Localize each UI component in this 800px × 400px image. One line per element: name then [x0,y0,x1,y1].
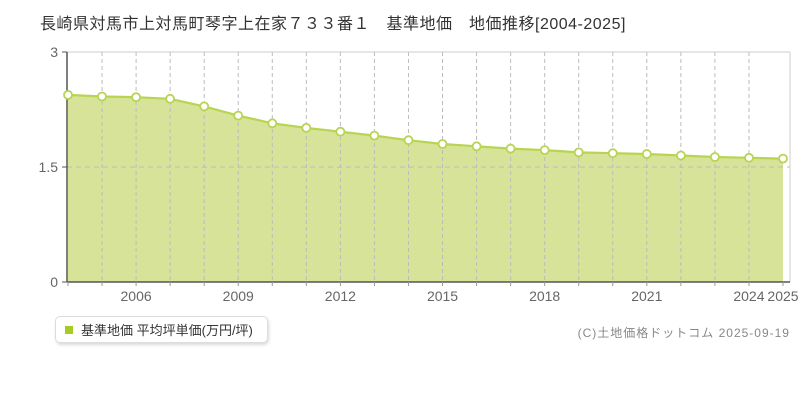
trend-line [67,93,784,160]
data-point-marker [744,152,754,163]
data-point-marker [199,101,210,112]
data-point-marker [710,152,720,162]
y-tick-label: 1.5 [39,159,59,175]
x-tick-label: 2006 [121,288,152,304]
data-point-marker [437,139,448,149]
copyright-text: (C)土地価格ドットコム 2025-09-19 [577,326,790,340]
data-point-marker [369,130,380,141]
data-point-marker [539,145,550,156]
data-point-marker [165,93,176,104]
legend: 基準地価 平均坪単価(万円/坪) [55,316,268,343]
data-point-marker [97,91,107,102]
data-point-marker [505,143,516,154]
data-point-marker [607,148,618,159]
area-fill [68,94,783,283]
data-point-marker [233,110,244,121]
page-title: 長崎県対馬市上対馬町琴字上在家７３３番１ 基準地価 地価推移[2004-2025… [40,16,626,33]
legend-square-marker-icon [65,325,73,334]
data-point-marker [641,149,652,159]
data-point-marker [778,153,788,164]
data-point-marker [267,118,278,129]
data-point-marker [403,135,414,146]
y-tick-label: 0 [50,274,58,290]
price-trend-area-chart: 3 1.5 0 2006 2009 2012 2015 2018 2021 2024 2025 [39,44,799,304]
legend-label: 基準地価 平均坪単価(万円/坪) [81,323,253,338]
x-tick-label: 2012 [325,288,356,304]
x-tick-label: 2024 [733,288,764,304]
data-point-marker [471,141,482,152]
data-point-marker [63,90,73,100]
x-tick-label: 2021 [631,288,662,304]
x-tick-label: 2025 [767,288,798,304]
x-tick-label: 2015 [427,288,458,304]
data-point-marker [676,150,686,161]
x-tick-label: 2018 [529,288,560,304]
data-point-marker [573,147,584,158]
y-tick-label: 3 [50,44,58,60]
x-tick-label: 2009 [223,288,254,304]
data-point-marker [301,123,312,133]
data-point-marker [131,92,142,103]
data-point-marker [335,126,346,137]
